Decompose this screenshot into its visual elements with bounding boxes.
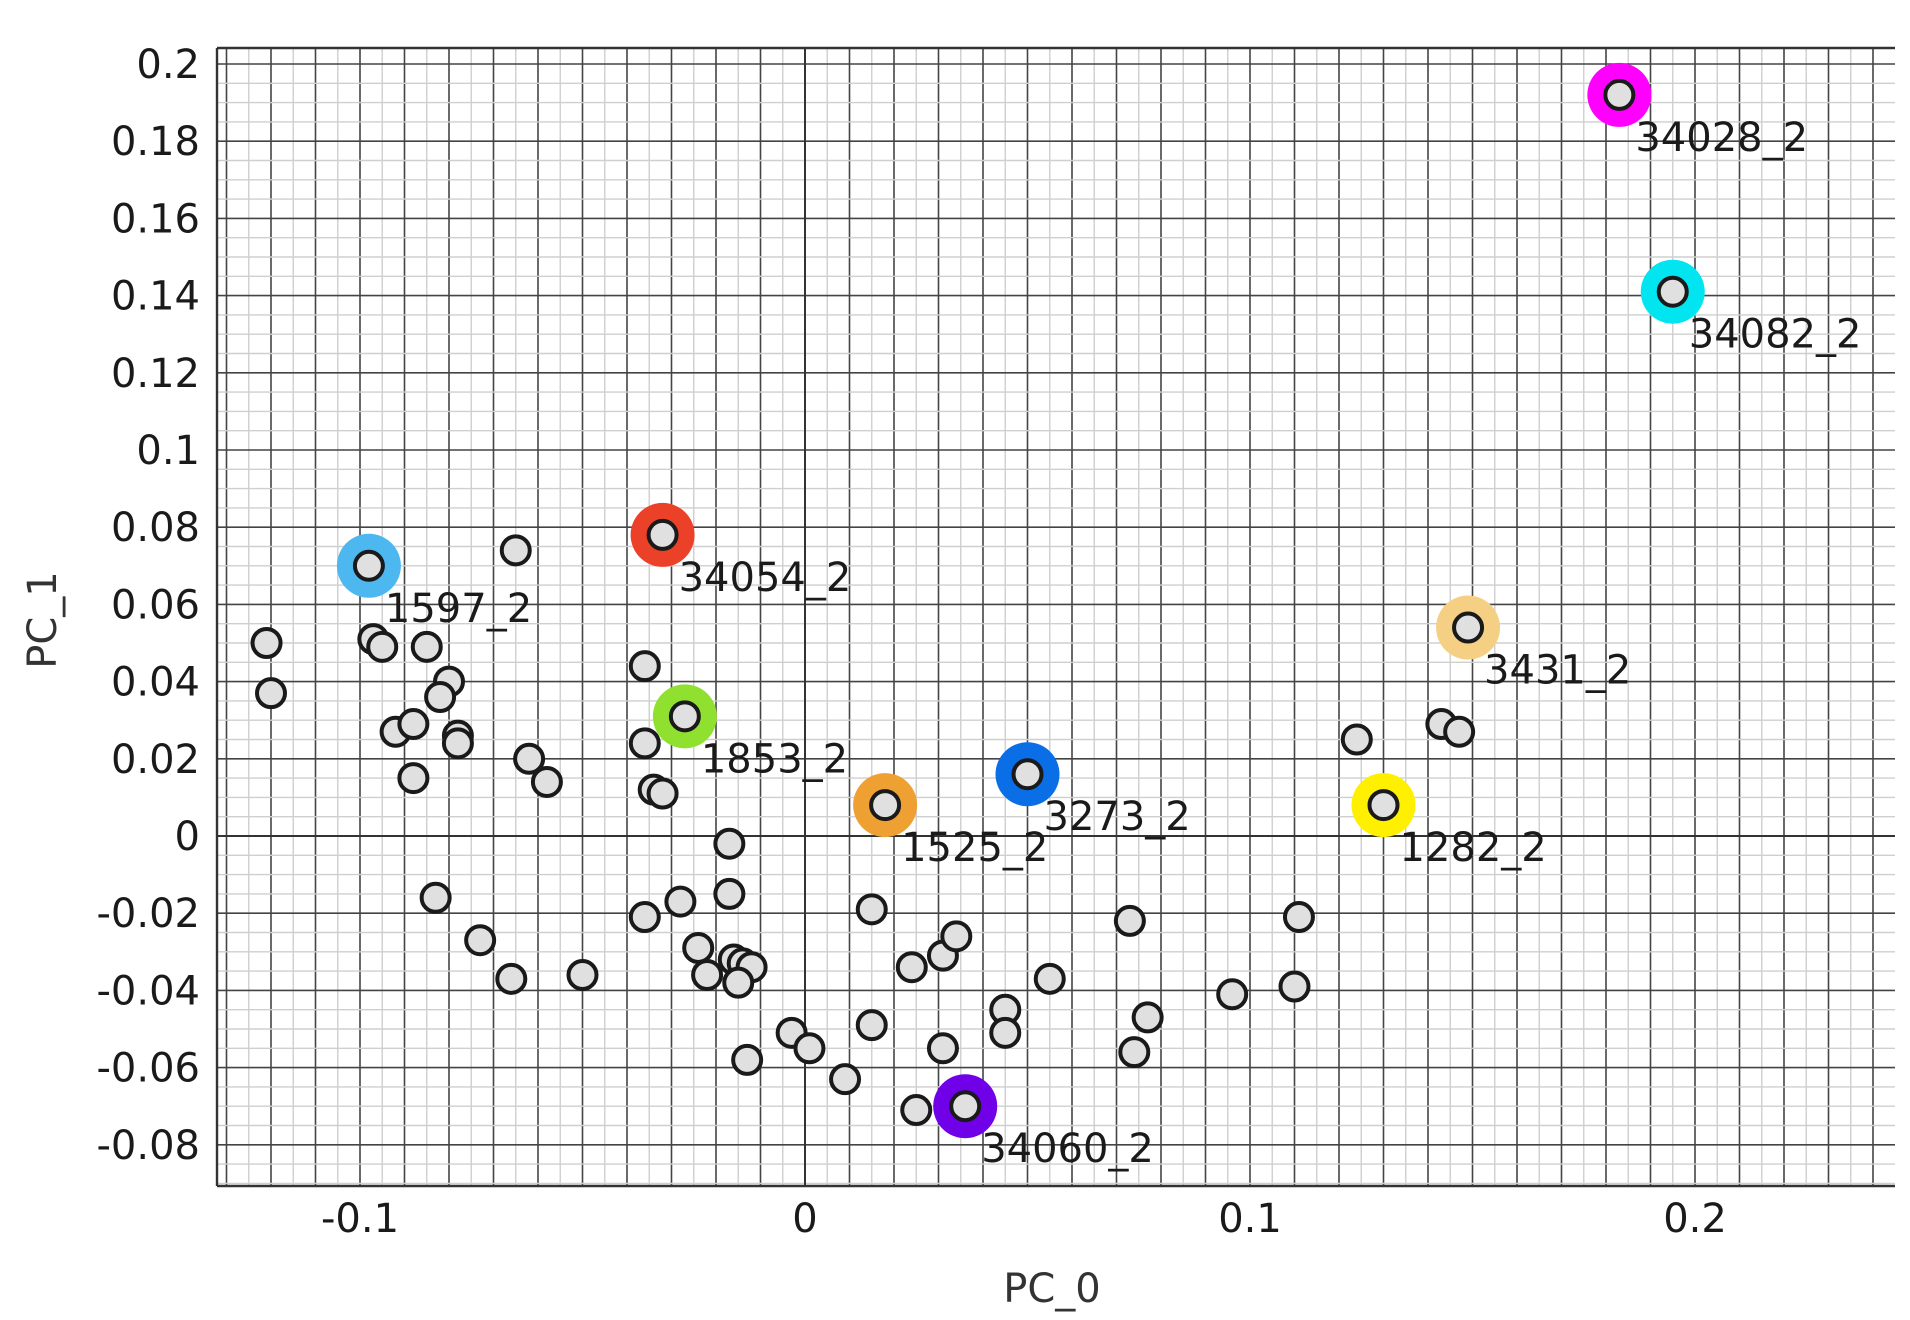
scatter-point[interactable] — [664, 885, 697, 918]
scatter-point[interactable] — [731, 1043, 764, 1076]
scatter-point[interactable] — [366, 630, 399, 663]
scatter-point[interactable] — [895, 951, 928, 984]
scatter-point[interactable] — [255, 677, 287, 710]
x-tick-labels: -0.1 0 0.1 0.2 — [321, 1196, 1727, 1242]
grid-layer — [217, 48, 1895, 1186]
scatter-point[interactable] — [1282, 901, 1315, 934]
scatter-point[interactable] — [1033, 962, 1066, 995]
y-tick-label: -0.04 — [97, 968, 201, 1014]
y-tick-label: 0.02 — [111, 737, 200, 783]
y-tick-label: 0.08 — [111, 505, 200, 551]
y-tick-label: 0.1 — [136, 428, 200, 474]
plot-frame — [215, 46, 1895, 1188]
scatter-point[interactable] — [495, 962, 528, 995]
scatter-point[interactable] — [829, 1063, 862, 1096]
scatter-point[interactable] — [713, 827, 746, 860]
scatter-point[interactable] — [628, 727, 661, 760]
point-label: 34082_2 — [1689, 312, 1862, 358]
point-label: 34028_2 — [1635, 115, 1808, 161]
scatter-point[interactable] — [646, 777, 679, 810]
data-points — [250, 78, 1689, 1127]
highlighted-point[interactable] — [1367, 789, 1400, 822]
scatter-point[interactable] — [424, 681, 457, 714]
x-axis-title: PC_0 — [1003, 1266, 1101, 1312]
scatter-point[interactable] — [713, 877, 746, 910]
point-labels: 34028_2 34082_2 34054_2 1597_2 3431_2 1853_2 3… — [385, 115, 1862, 1172]
y-tick-label: -0.06 — [97, 1046, 201, 1092]
scatter-point[interactable] — [530, 765, 563, 798]
scatter-point[interactable] — [250, 627, 283, 659]
scatter-point[interactable] — [513, 742, 546, 775]
y-tick-label: 0.12 — [111, 351, 200, 397]
x-tick-label: -0.1 — [321, 1196, 399, 1242]
scatter-point[interactable] — [1340, 723, 1373, 756]
scatter-point[interactable] — [1216, 978, 1249, 1011]
scatter-point[interactable] — [1118, 1036, 1151, 1069]
y-tick-label: -0.08 — [97, 1123, 201, 1169]
highlighted-point[interactable] — [352, 549, 385, 582]
highlighted-point[interactable] — [1656, 275, 1689, 308]
x-tick-label: 0.2 — [1663, 1196, 1727, 1242]
scatter-point[interactable] — [926, 1032, 959, 1065]
scatter-point[interactable] — [855, 1009, 888, 1042]
point-label: 34054_2 — [679, 555, 852, 601]
scatter-point[interactable] — [989, 1016, 1022, 1049]
scatter-point[interactable] — [722, 966, 755, 999]
scatter-point[interactable] — [855, 893, 888, 926]
y-tick-label: 0.16 — [111, 196, 200, 242]
x-tick-label: 0 — [792, 1196, 817, 1242]
y-tick-label: 0 — [175, 814, 200, 860]
scatter-point[interactable] — [940, 920, 973, 953]
scatter-point[interactable] — [682, 931, 715, 964]
y-tick-label: 0.04 — [111, 660, 200, 706]
scatter-point[interactable] — [691, 958, 724, 991]
highlighted-point[interactable] — [1452, 611, 1485, 644]
scatter-point[interactable] — [793, 1032, 826, 1065]
y-tick-label: 0.06 — [111, 582, 200, 628]
y-tick-label: 0.18 — [111, 119, 200, 165]
scatter-point[interactable] — [628, 901, 661, 934]
scatter-point[interactable] — [1443, 715, 1476, 748]
scatter-point[interactable] — [419, 881, 452, 914]
scatter-point[interactable] — [900, 1094, 933, 1127]
highlighted-point[interactable] — [668, 700, 701, 733]
x-tick-label: 0.1 — [1218, 1196, 1282, 1242]
point-label: 34060_2 — [981, 1126, 1154, 1172]
scatter-point[interactable] — [1113, 904, 1146, 937]
highlight-halos — [336, 62, 1705, 1139]
scatter-point[interactable] — [397, 762, 430, 795]
point-label: 3273_2 — [1044, 794, 1191, 840]
y-tick-label: 0.2 — [136, 42, 200, 88]
scatter-point[interactable] — [464, 924, 497, 957]
scatter-point[interactable] — [566, 958, 599, 991]
scatter-point[interactable] — [397, 708, 430, 741]
scatter-point[interactable] — [441, 727, 474, 760]
scatter-point[interactable] — [628, 650, 661, 683]
y-tick-label: -0.02 — [97, 891, 201, 937]
highlighted-point[interactable] — [949, 1090, 982, 1123]
highlighted-point[interactable] — [1603, 78, 1636, 111]
point-label: 1525_2 — [901, 825, 1048, 871]
y-axis-title: PC_1 — [20, 571, 66, 669]
scatter-point[interactable] — [1278, 970, 1311, 1003]
highlighted-point[interactable] — [1011, 758, 1044, 791]
point-label: 1853_2 — [701, 736, 848, 782]
point-label: 3431_2 — [1484, 648, 1631, 694]
y-tick-labels: -0.08 -0.06 -0.04 -0.02 0 0.02 0.04 0.06 0.08 0.1… — [97, 42, 201, 1169]
highlighted-point[interactable] — [869, 789, 902, 822]
highlighted-point[interactable] — [646, 518, 679, 551]
scatter-point[interactable] — [1131, 1001, 1164, 1034]
scatter-point[interactable] — [499, 534, 532, 567]
point-label: 1282_2 — [1400, 825, 1547, 871]
point-label: 1597_2 — [385, 586, 532, 632]
scatter-point[interactable] — [410, 630, 443, 663]
y-tick-label: 0.14 — [111, 274, 200, 320]
